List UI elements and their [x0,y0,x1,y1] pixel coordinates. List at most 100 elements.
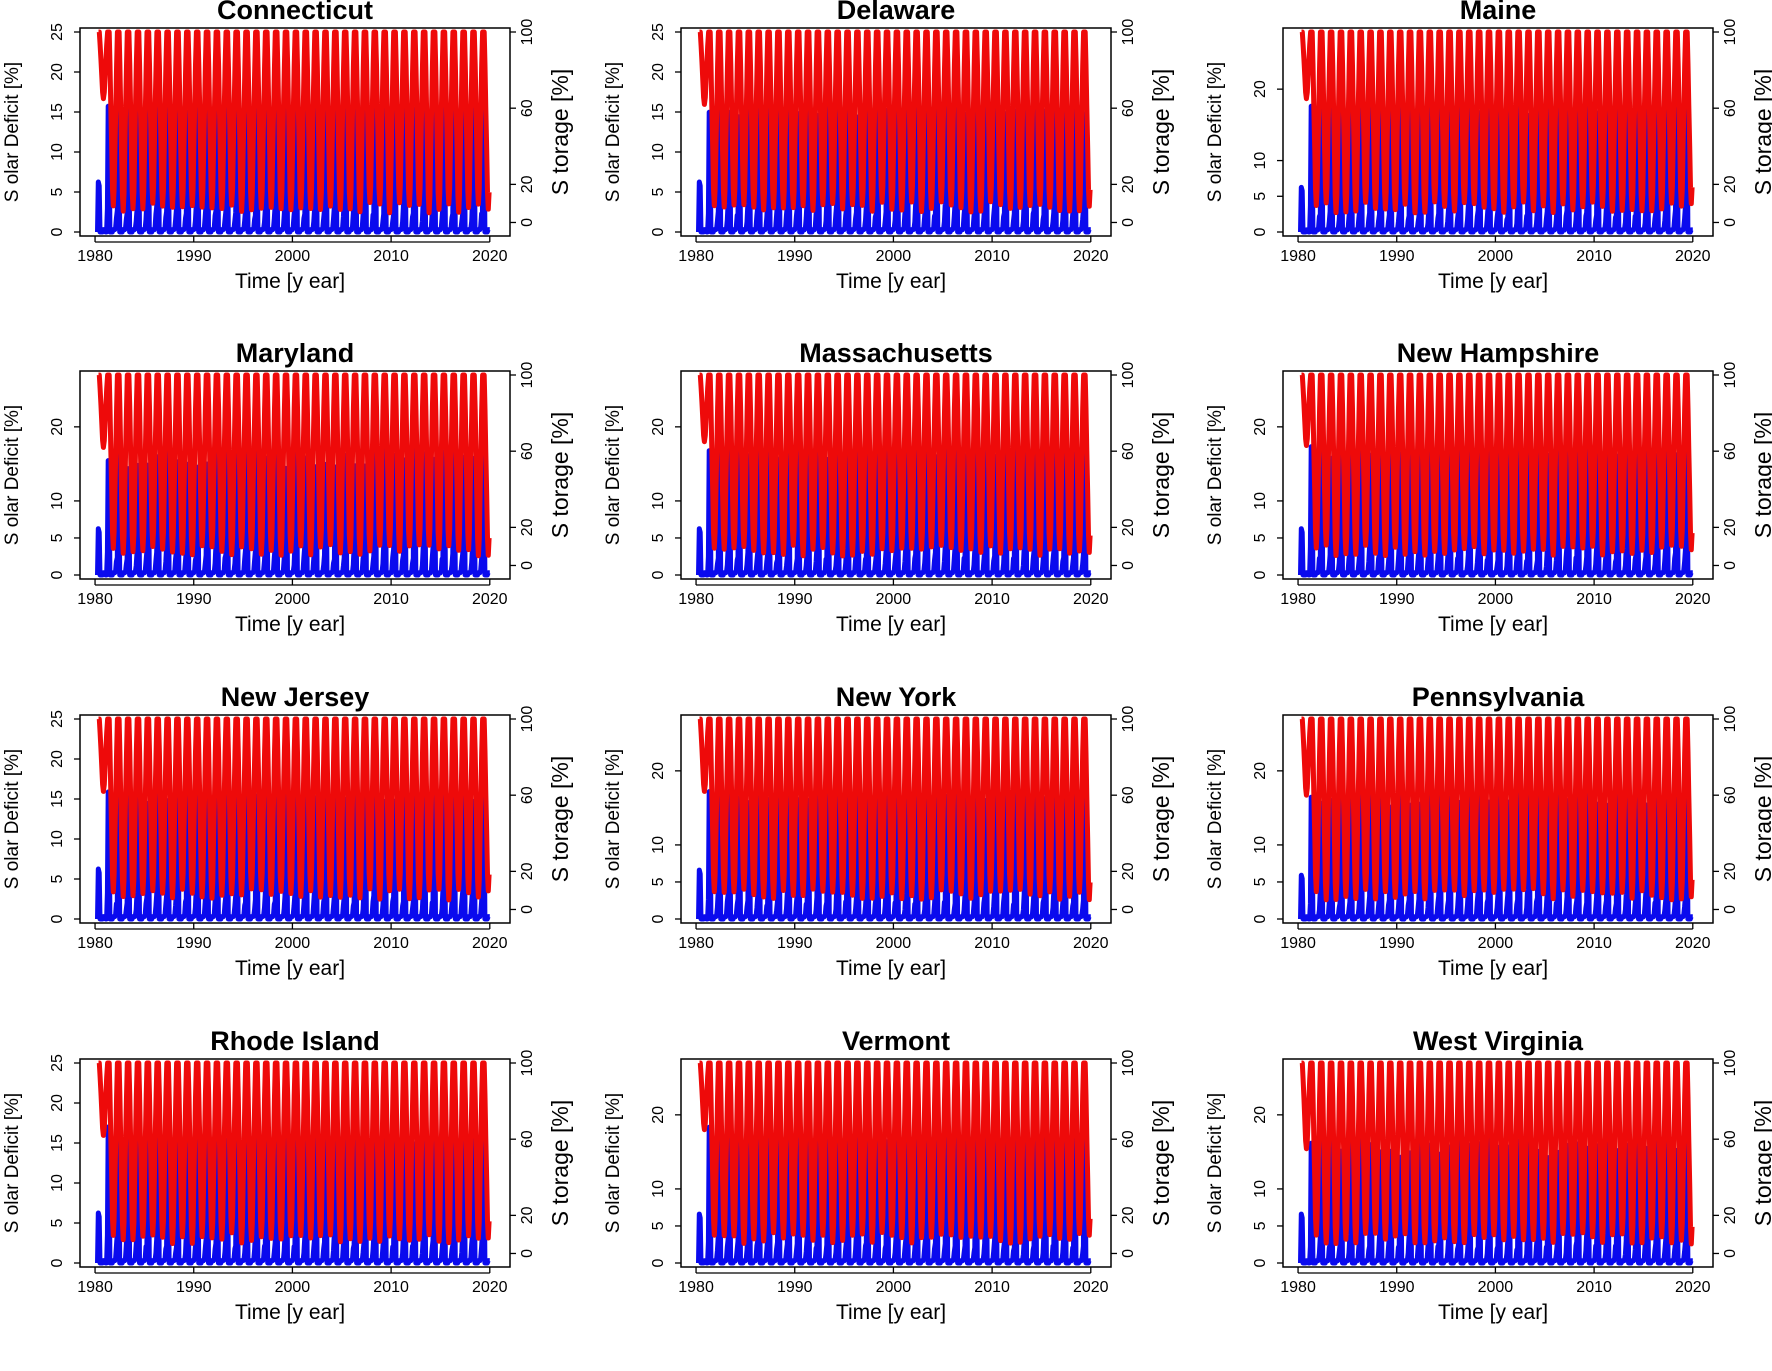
y-right-tick-label: 100 [519,362,536,389]
panel-title: New Jersey [221,687,370,712]
y-left-axis-label: S olar Deficit [%] [2,1093,23,1233]
y-right-tick-label: 100 [519,1050,536,1077]
y-left-axis-label: S olar Deficit [%] [1205,62,1226,202]
y-right-tick-label: 0 [1120,218,1137,227]
y-left-tick-label: 0 [650,1258,667,1267]
panel-title: Vermont [842,1031,950,1056]
y-left-axis-label: S olar Deficit [%] [2,405,23,545]
x-tick-label: 1980 [1280,591,1316,608]
y-left-tick-label: 10 [49,143,66,161]
y-left-axis-label: S olar Deficit [%] [603,405,624,545]
y-left-tick-label: 0 [49,227,66,236]
y-left-tick-label: 25 [49,23,66,41]
series-storage [697,29,1093,215]
x-tick-label: 2000 [876,1279,912,1296]
x-tick-label: 1990 [1379,1279,1415,1296]
y-left-tick-label: 5 [49,1218,66,1227]
x-tick-label: 2000 [876,935,912,952]
y-right-axis-label: S torage [%] [1148,412,1174,539]
y-right-tick-label: 20 [1722,518,1739,536]
panel-title: New Hampshire [1397,343,1600,368]
y-right-axis-label: S torage [%] [1750,756,1772,883]
x-tick-label: 1990 [1379,935,1415,952]
y-right-tick-label: 0 [519,1249,536,1258]
plot-frame [79,1058,511,1268]
y-right-tick-label: 100 [1722,362,1739,389]
series-storage [1299,29,1695,216]
x-tick-label: 2020 [1073,248,1109,265]
y-right-tick-label: 60 [1120,442,1137,460]
y-right-tick-label: 20 [1722,1206,1739,1224]
y-right-tick-label: 20 [1120,175,1137,193]
x-tick-label: 1980 [77,591,113,608]
x-tick-label: 2020 [472,1279,508,1296]
y-right-tick-label: 60 [1120,99,1137,117]
x-tick-label: 2000 [876,248,912,265]
y-right-tick-label: 100 [519,19,536,46]
y-right-axis-label: S torage [%] [547,756,573,883]
y-left-tick-label: 20 [650,63,667,81]
panel-title: West Virginia [1413,1031,1584,1056]
x-axis-label: Time [y ear] [1438,613,1548,636]
y-left-tick-label: 15 [49,103,66,121]
panel-title: Pennsylvania [1412,687,1586,712]
y-left-tick-label: 15 [49,1134,66,1152]
y-right-tick-label: 100 [1120,19,1137,46]
y-left-tick-label: 10 [49,492,66,510]
y-right-tick-label: 100 [1120,362,1137,389]
y-left-tick-label: 5 [1252,1221,1269,1230]
series-storage [96,372,492,559]
y-right-tick-label: 0 [1722,905,1739,914]
panel-delaware: Delaware 1980 1990 2000 2010 2020 Time [y ear]… [601,0,1191,340]
panel-title: Maryland [236,343,355,368]
panel-new-jersey: New Jersey 1980 1990 2000 2010 2020 Time [y ea… [0,687,590,1027]
y-right-tick-label: 20 [1722,175,1739,193]
y-right-tick-label: 0 [1120,905,1137,914]
y-right-axis-label: S torage [%] [1750,412,1772,539]
y-left-axis-label: S olar Deficit [%] [1205,405,1226,545]
y-right-tick-label: 100 [1722,19,1739,46]
y-right-tick-label: 60 [1722,1130,1739,1148]
x-tick-label: 1990 [176,591,212,608]
x-tick-label: 1980 [678,1279,714,1296]
y-left-tick-label: 5 [650,1221,667,1230]
y-right-tick-label: 0 [1120,1249,1137,1258]
y-left-tick-label: 20 [1252,1106,1269,1124]
panel-title: New York [836,687,958,712]
panel-massachusetts: Massachusetts 1980 1990 2000 2010 2020 Time [y… [601,343,1191,683]
x-tick-label: 1990 [1379,248,1415,265]
x-tick-label: 1980 [678,591,714,608]
y-left-axis-label: S olar Deficit [%] [1205,749,1226,889]
x-axis-label: Time [y ear] [235,957,345,980]
y-left-tick-label: 10 [650,492,667,510]
x-tick-label: 2020 [1073,935,1109,952]
y-right-tick-label: 20 [1120,862,1137,880]
x-tick-label: 1980 [77,248,113,265]
y-right-tick-label: 60 [519,1130,536,1148]
y-right-tick-label: 0 [1722,561,1739,570]
x-tick-label: 1980 [1280,248,1316,265]
y-right-axis-label: S torage [%] [1148,69,1174,196]
x-tick-label: 1990 [176,935,212,952]
y-right-tick-label: 20 [1120,518,1137,536]
y-left-axis-label: S olar Deficit [%] [603,62,624,202]
plot-frame [1282,370,1714,580]
series-storage [697,716,1093,903]
panel-maine: Maine 1980 1990 2000 2010 2020 Time [y ear] 0 5 1… [1203,0,1772,340]
x-axis-label: Time [y ear] [235,270,345,293]
y-left-tick-label: 0 [49,914,66,923]
plot-frame [79,714,511,924]
panel-pennsylvania: Pennsylvania 1980 1990 2000 2010 2020 Time [y … [1203,687,1772,1027]
y-left-tick-label: 5 [1252,533,1269,542]
x-axis-label: Time [y ear] [1438,957,1548,980]
x-tick-label: 2020 [472,248,508,265]
y-left-tick-label: 0 [49,570,66,579]
y-left-tick-label: 0 [650,570,667,579]
x-tick-label: 2020 [1675,1279,1711,1296]
y-right-tick-label: 20 [1120,1206,1137,1224]
y-left-tick-label: 20 [49,1094,66,1112]
series-storage [1299,716,1695,903]
